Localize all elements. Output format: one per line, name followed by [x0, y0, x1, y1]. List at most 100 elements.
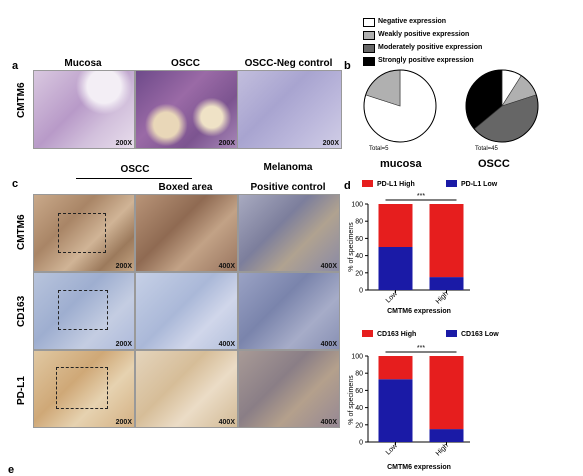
magnification-label: 200X [115, 419, 132, 426]
panel-label-e: e [8, 464, 15, 476]
magnification-label: 200X [218, 140, 235, 147]
micrograph-c-pdl1-boxed: 400X [135, 350, 238, 428]
boxed-area-cd163 [58, 290, 108, 330]
y-axis-label-chart0: % of specimens [348, 222, 355, 272]
y-tick-label: 40 [355, 253, 363, 260]
magnification-label: 400X [320, 263, 337, 270]
chart-cd163-by-cmtm6: CD163 High CD163 Low % of specimens CMTM… [348, 330, 499, 471]
y-tick-label: 100 [351, 354, 363, 361]
significance-label: *** [417, 193, 425, 200]
legend-swatch-pdl1-low [446, 180, 457, 187]
y-tick-label: 100 [351, 202, 363, 209]
bar-segment [429, 429, 464, 442]
header-mucosa: Mucosa [64, 58, 102, 69]
x-tick-label: High [435, 290, 450, 305]
panel-label-d: d [344, 180, 351, 192]
magnification-label: 200X [115, 341, 132, 348]
legend-swatch-moderate [363, 44, 375, 53]
legend-swatch-pdl1-high [362, 180, 373, 187]
header-c-boxed-area: Boxed area [158, 182, 213, 193]
micrograph-c-cmtm6-oscc: 200X [33, 194, 135, 272]
legend-label-cd163-low: CD163 Low [461, 331, 499, 338]
y-tick-label: 40 [355, 405, 363, 412]
legend-swatch-strong [363, 57, 375, 66]
micrograph-c-cd163-boxed: 400X [135, 272, 238, 350]
significance-label: *** [417, 345, 425, 352]
micrograph-a-mucosa: 200X [33, 70, 135, 149]
bar-segment [378, 356, 413, 380]
stacked-bar-charts: PD-L1 High PD-L1 Low % of specimens CMTM… [348, 180, 499, 471]
y-tick-label: 20 [355, 422, 363, 429]
magnification-label: 400X [218, 341, 235, 348]
magnification-label: 200X [322, 140, 339, 147]
pie-title-mucosa: mucosa [380, 158, 422, 170]
chart-pdl1-by-cmtm6: PD-L1 High PD-L1 Low % of specimens CMTM… [348, 180, 498, 315]
boxed-area-pdl1 [56, 367, 108, 409]
legend-swatch-cd163-high [362, 330, 373, 337]
y-tick-label: 60 [355, 236, 363, 243]
magnification-label: 200X [115, 263, 132, 270]
legend-label-pdl1-high: PD-L1 High [377, 181, 415, 188]
pie-mucosa [363, 69, 437, 143]
header-c-oscc: OSCC [120, 164, 150, 175]
header-oscc: OSCC [171, 58, 200, 69]
magnification-label: 400X [218, 419, 235, 426]
bar-segment [378, 247, 413, 290]
legend-label-weak: Weakly positive expression [378, 31, 470, 38]
micrograph-c-cd163-melanoma: 400X [238, 272, 340, 350]
pie-oscc [465, 69, 539, 143]
legend-label-pdl1-low: PD-L1 Low [461, 181, 498, 188]
legend-swatch-negative [363, 18, 375, 27]
y-tick-label: 0 [359, 288, 363, 295]
header-c-melanoma: Melanoma [263, 162, 313, 173]
micrograph-c-cmtm6-melanoma: 400X [238, 194, 340, 272]
y-tick-label: 0 [359, 440, 363, 447]
panel-label-b: b [344, 60, 351, 72]
pie-charts: Total=5 Total=45 mucosa OSCC [363, 69, 539, 170]
bar-segment [429, 277, 464, 290]
bar-segment [378, 379, 413, 442]
legend-label-cd163-high: CD163 High [377, 331, 416, 338]
x-axis-label-chart0: CMTM6 expression [387, 308, 451, 315]
panel-label-c: c [12, 178, 19, 190]
magnification-label: 400X [320, 419, 337, 426]
row-label-c-pd-l1: PD-L1 [16, 376, 27, 405]
magnification-label: 200X [115, 140, 132, 147]
micrograph-a-oscc: 200X [135, 70, 238, 149]
pie-total-oscc: Total=45 [475, 146, 499, 152]
magnification-label: 400X [320, 341, 337, 348]
legend-label-strong: Strongly positive expression [378, 57, 474, 64]
header-c-underline [76, 178, 192, 179]
micrograph-c-pdl1-oscc: 200X [33, 350, 135, 428]
micrograph-c-cmtm6-boxed: 400X [135, 194, 238, 272]
boxed-area-cmtm6 [58, 213, 106, 253]
row-label-c-cmtm6: CMTM6 [16, 214, 27, 250]
y-tick-label: 60 [355, 388, 363, 395]
pie-outline [465, 69, 539, 143]
micrograph-a-neg-control: 200X [237, 70, 342, 149]
x-tick-label: Low [385, 442, 400, 457]
y-tick-label: 20 [355, 270, 363, 277]
pie-title-oscc: OSCC [478, 158, 510, 170]
x-axis-label-chart1: CMTM6 expression [387, 464, 451, 471]
legend-swatch-weak [363, 31, 375, 40]
magnification-label: 400X [218, 263, 235, 270]
micrograph-c-cd163-oscc: 200X [33, 272, 135, 350]
header-c-positive-control: Positive control [250, 182, 326, 193]
legend-label-negative: Negative expression [378, 18, 447, 25]
pie-total-mucosa: Total=5 [369, 146, 389, 152]
legend-label-moderate: Moderately positive expression [378, 44, 483, 51]
bar-segment [378, 204, 413, 247]
legend-swatch-cd163-low [446, 330, 457, 337]
header-oscc-neg-control: OSCC-Neg control [244, 58, 333, 69]
y-axis-label-chart1: % of specimens [348, 375, 355, 425]
bar-segment [429, 204, 464, 278]
y-tick-label: 80 [355, 219, 363, 226]
row-label-c-cd163: CD163 [16, 295, 27, 327]
bar-segment [429, 356, 464, 430]
x-tick-label: Low [385, 290, 400, 305]
x-tick-label: High [435, 442, 450, 457]
micrograph-c-pdl1-melanoma: 400X [238, 350, 340, 428]
pie-outline [363, 69, 437, 143]
row-label-a-cmtm6: CMTM6 [16, 82, 27, 118]
